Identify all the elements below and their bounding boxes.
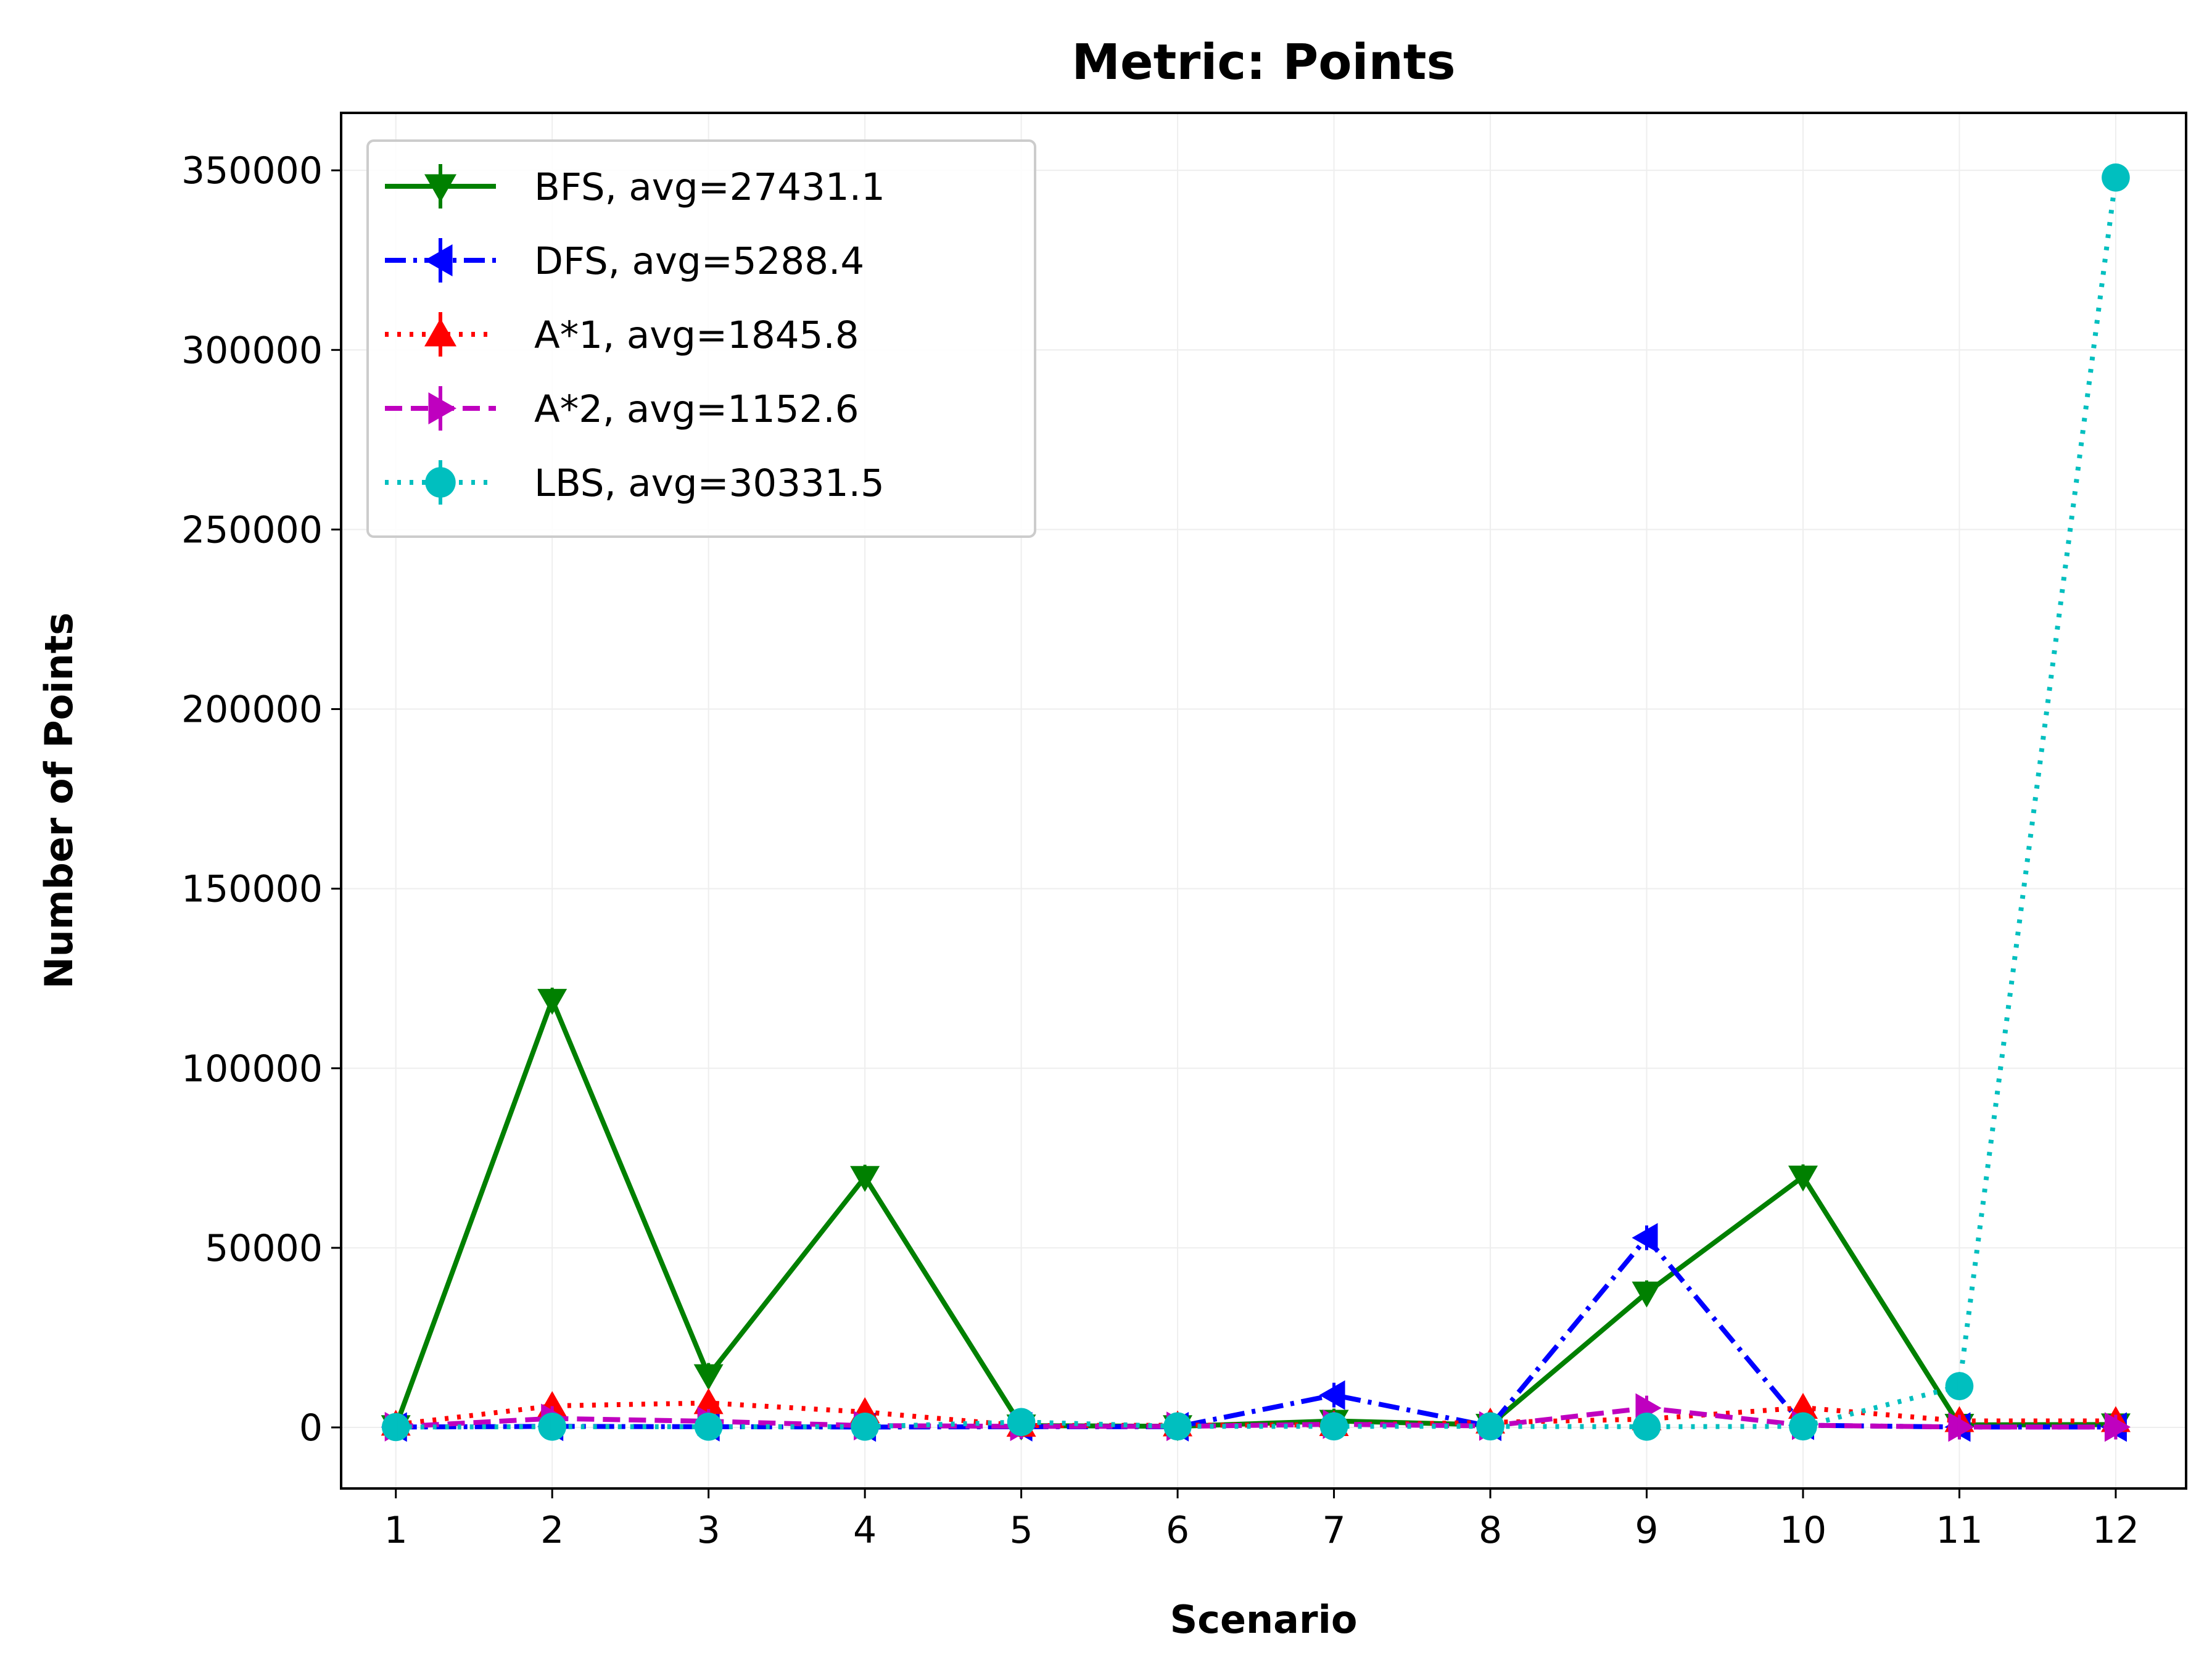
legend-label: BFS, avg=27431.1 <box>534 165 885 209</box>
series-line <box>395 177 2118 1430</box>
x-tick-label: 2 <box>540 1509 564 1552</box>
series-line <box>395 1405 2116 1430</box>
series-lbs <box>381 163 2130 1442</box>
chart-title: Metric: Points <box>1071 34 1455 91</box>
x-tick-label: 6 <box>1166 1509 1189 1552</box>
x-tick-label: 9 <box>1635 1509 1658 1552</box>
y-tick-label: 350000 <box>181 149 323 192</box>
y-tick-label: 100000 <box>181 1047 323 1091</box>
y-axis-label: Number of Points <box>36 613 81 989</box>
x-tick-label: 1 <box>384 1509 408 1552</box>
x-tick-label: 10 <box>1780 1509 1826 1552</box>
legend: BFS, avg=27431.1 DFS, avg=5288.4 A*1, avg=… <box>366 139 1036 538</box>
legend-box <box>366 139 1036 538</box>
legend-label: A*1, avg=1845.8 <box>534 313 859 357</box>
y-tick-label: 200000 <box>181 688 323 732</box>
legend-label: DFS, avg=5288.4 <box>534 239 864 283</box>
legend-label: A*2, avg=1152.6 <box>534 387 859 431</box>
x-tick-label: 8 <box>1479 1509 1502 1552</box>
x-tick-label: 12 <box>2092 1509 2139 1552</box>
legend-item: A*2, avg=1152.6 <box>385 386 859 431</box>
legend-item: BFS, avg=27431.1 <box>385 164 885 209</box>
y-tick-label: 0 <box>299 1406 323 1450</box>
plot-frame <box>340 112 2187 1490</box>
y-tick-label: 250000 <box>181 508 323 551</box>
point-marker <box>1948 1412 1975 1442</box>
point-marker <box>428 392 456 424</box>
x-tick-label: 7 <box>1322 1509 1345 1552</box>
axes-ticks: 1 2 3 4 5 6 7 8 9 10 11 120500001000001500002000002… <box>181 149 2139 1552</box>
x-tick-label: 3 <box>697 1509 720 1552</box>
legend-item: LBS, avg=30331.5 <box>385 460 885 505</box>
point-marker <box>2104 1412 2131 1442</box>
x-axis-label: Scenario <box>1170 1597 1358 1642</box>
x-tick-label: 5 <box>1010 1509 1033 1552</box>
y-tick-label: 300000 <box>181 329 323 372</box>
series-layer <box>381 163 2131 1442</box>
point-marker <box>424 244 453 276</box>
x-tick-label: 11 <box>1936 1509 1983 1552</box>
legend-label: LBS, avg=30331.5 <box>534 461 885 505</box>
legend-item: DFS, avg=5288.4 <box>385 238 864 283</box>
point-marker <box>1632 1223 1658 1253</box>
legend-item: A*1, avg=1845.8 <box>385 312 859 357</box>
y-tick-label: 50000 <box>205 1227 323 1270</box>
point-marker <box>1319 1380 1345 1410</box>
y-tick-label: 150000 <box>181 868 323 911</box>
x-tick-label: 4 <box>853 1509 877 1552</box>
